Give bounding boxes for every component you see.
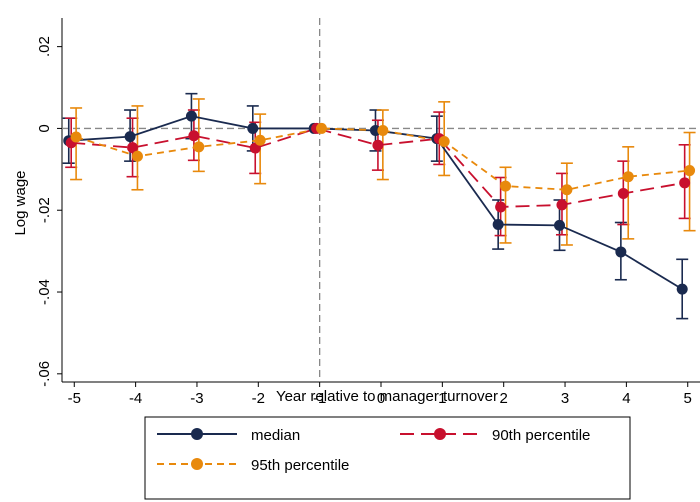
y-tick-label: .02 bbox=[36, 36, 53, 57]
point-90th-percentile bbox=[679, 177, 691, 189]
point-median bbox=[676, 283, 688, 295]
point-median bbox=[185, 110, 197, 122]
point-95th-percentile bbox=[70, 131, 82, 143]
point-95th-percentile bbox=[377, 124, 389, 136]
x-axis-label: Year relative to manager turnover bbox=[276, 388, 498, 405]
point-90th-percentile bbox=[617, 187, 629, 199]
x-tick-label: -2 bbox=[252, 390, 265, 407]
x-tick-label: 5 bbox=[684, 390, 692, 407]
x-tick-label: 3 bbox=[561, 390, 569, 407]
x-axis-ticks: -5 -4 -3 -2 -1 0 1 2 3 4 5 bbox=[68, 382, 692, 407]
y-tick-label: -.02 bbox=[36, 197, 53, 223]
series-markers bbox=[63, 110, 696, 295]
y-axis-ticks: .02 0 -.02 -.04 -.06 bbox=[36, 36, 62, 387]
plot-area bbox=[61, 18, 700, 383]
point-95th-percentile bbox=[684, 165, 696, 177]
point-95th-percentile bbox=[315, 122, 327, 134]
point-95th-percentile bbox=[193, 141, 205, 153]
point-95th-percentile bbox=[561, 184, 573, 196]
point-90th-percentile bbox=[372, 139, 384, 151]
legend-item-median: median bbox=[157, 427, 300, 444]
point-95th-percentile bbox=[622, 171, 634, 183]
point-95th-percentile bbox=[500, 180, 512, 192]
series-line-95th-percentile bbox=[75, 127, 690, 191]
legend-box bbox=[144, 416, 631, 500]
point-median bbox=[124, 131, 136, 143]
point-90th-percentile bbox=[556, 199, 568, 211]
point-median bbox=[247, 122, 259, 134]
point-95th-percentile bbox=[254, 134, 266, 146]
legend-marker-95th bbox=[191, 458, 203, 470]
legend-marker-median bbox=[191, 428, 203, 440]
y-axis-label: Log wage bbox=[12, 170, 29, 235]
legend-item-95th: 95th percentile bbox=[157, 457, 349, 474]
y-tick-label: 0 bbox=[36, 124, 53, 132]
x-tick-label: -4 bbox=[129, 390, 142, 407]
legend-marker-90th bbox=[434, 428, 446, 440]
x-tick-label: 1 bbox=[438, 390, 446, 407]
point-median bbox=[554, 219, 566, 231]
point-median bbox=[615, 246, 627, 258]
series-line-90th-percentile bbox=[71, 127, 685, 208]
point-90th-percentile bbox=[127, 142, 139, 154]
x-tick-label: 2 bbox=[500, 390, 508, 407]
x-tick-label: 0 bbox=[377, 390, 385, 407]
legend: median 90th percentile 95th percentile bbox=[144, 416, 631, 500]
legend-label-90th: 90th percentile bbox=[492, 427, 590, 444]
point-95th-percentile bbox=[131, 150, 143, 162]
point-median bbox=[492, 219, 504, 231]
x-tick-label: 4 bbox=[622, 390, 630, 407]
point-90th-percentile bbox=[495, 201, 507, 213]
legend-item-90th: 90th percentile bbox=[400, 427, 590, 444]
legend-label-95th: 95th percentile bbox=[251, 457, 349, 474]
point-90th-percentile bbox=[188, 130, 200, 142]
y-tick-label: -.04 bbox=[36, 279, 53, 305]
legend-label-median: median bbox=[251, 427, 300, 444]
x-tick-label: -1 bbox=[313, 390, 326, 407]
point-95th-percentile bbox=[438, 136, 450, 148]
x-tick-label: -5 bbox=[68, 390, 81, 407]
x-tick-label: -3 bbox=[190, 390, 203, 407]
y-tick-label: -.06 bbox=[36, 361, 53, 387]
